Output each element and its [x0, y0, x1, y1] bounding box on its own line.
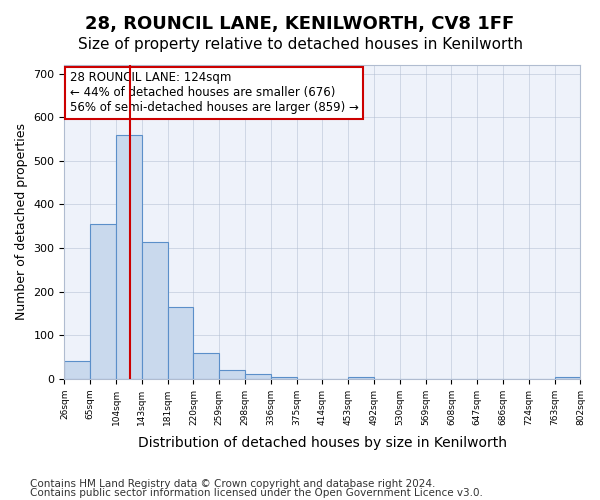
Bar [219, 370, 245, 379]
Bar [554, 376, 580, 379]
Bar [245, 374, 271, 379]
Text: 28, ROUNCIL LANE, KENILWORTH, CV8 1FF: 28, ROUNCIL LANE, KENILWORTH, CV8 1FF [85, 15, 515, 33]
X-axis label: Distribution of detached houses by size in Kenilworth: Distribution of detached houses by size … [138, 436, 507, 450]
Bar [167, 307, 193, 379]
Bar [348, 376, 374, 379]
Text: 28 ROUNCIL LANE: 124sqm
← 44% of detached houses are smaller (676)
56% of semi-d: 28 ROUNCIL LANE: 124sqm ← 44% of detache… [70, 72, 358, 114]
Text: Contains public sector information licensed under the Open Government Licence v3: Contains public sector information licen… [30, 488, 483, 498]
Text: Contains HM Land Registry data © Crown copyright and database right 2024.: Contains HM Land Registry data © Crown c… [30, 479, 436, 489]
Bar [271, 376, 296, 379]
Bar [193, 352, 219, 379]
Bar [64, 362, 90, 379]
Bar [90, 224, 116, 379]
Text: Size of property relative to detached houses in Kenilworth: Size of property relative to detached ho… [77, 38, 523, 52]
Bar [142, 242, 167, 379]
Bar [116, 134, 142, 379]
Y-axis label: Number of detached properties: Number of detached properties [15, 124, 28, 320]
